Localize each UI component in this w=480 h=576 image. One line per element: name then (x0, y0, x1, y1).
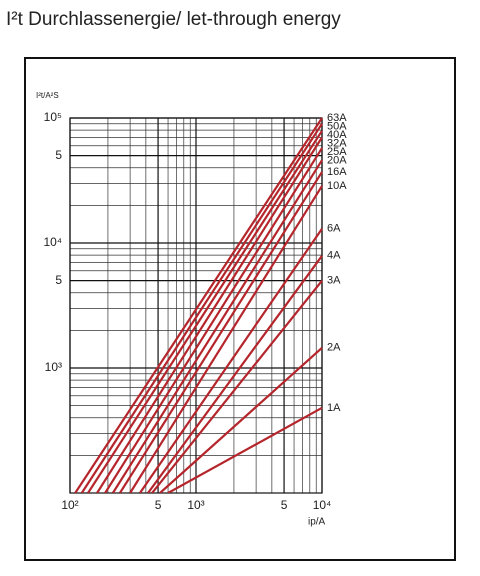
series-label: 1A (327, 402, 341, 414)
x-tick-label: 5 (155, 498, 162, 512)
series-label: 50A (327, 120, 347, 132)
y-axis-label: I²t/A²S (36, 91, 59, 100)
series-line (129, 185, 323, 493)
series-line (139, 228, 323, 493)
series-line (96, 136, 323, 493)
series-label: 32A (327, 137, 347, 149)
series-line (167, 406, 323, 493)
y-tick-label: 10⁴ (43, 235, 62, 249)
x-axis-label: ip/A (308, 517, 326, 528)
series-label: 63A (327, 112, 347, 124)
x-tick-label: 10³ (187, 498, 204, 512)
y-tick-label: 5 (55, 273, 62, 287)
x-tick-label: 10⁴ (313, 498, 332, 512)
series-line (151, 279, 323, 493)
series-line (74, 117, 323, 493)
chart-title: I²t Durchlassenergie/ let-through energy (6, 9, 341, 30)
frame (24, 57, 456, 561)
y-tick-label: 10³ (45, 360, 62, 374)
series-label: 3A (327, 275, 341, 287)
series-label: 40A (327, 129, 347, 141)
y-tick-label: 5 (55, 148, 62, 162)
series-label: 2A (327, 342, 341, 354)
plot-border (69, 117, 323, 494)
series-line (118, 171, 323, 493)
series-line (159, 347, 323, 493)
series-line (87, 130, 323, 493)
series-label: 25A (327, 146, 347, 158)
series-line (147, 255, 323, 493)
series-label: 6A (327, 223, 341, 235)
series-label: 16A (327, 166, 347, 178)
x-tick-label: 5 (281, 498, 288, 512)
series-line (80, 123, 323, 493)
series-line (111, 159, 323, 493)
series-label: 4A (327, 250, 341, 262)
y-tick-label: 10⁵ (44, 110, 62, 124)
series-label: 10A (327, 180, 347, 192)
series-label: 20A (327, 154, 347, 166)
series-line (104, 147, 323, 493)
x-tick-label: 10² (61, 498, 78, 512)
